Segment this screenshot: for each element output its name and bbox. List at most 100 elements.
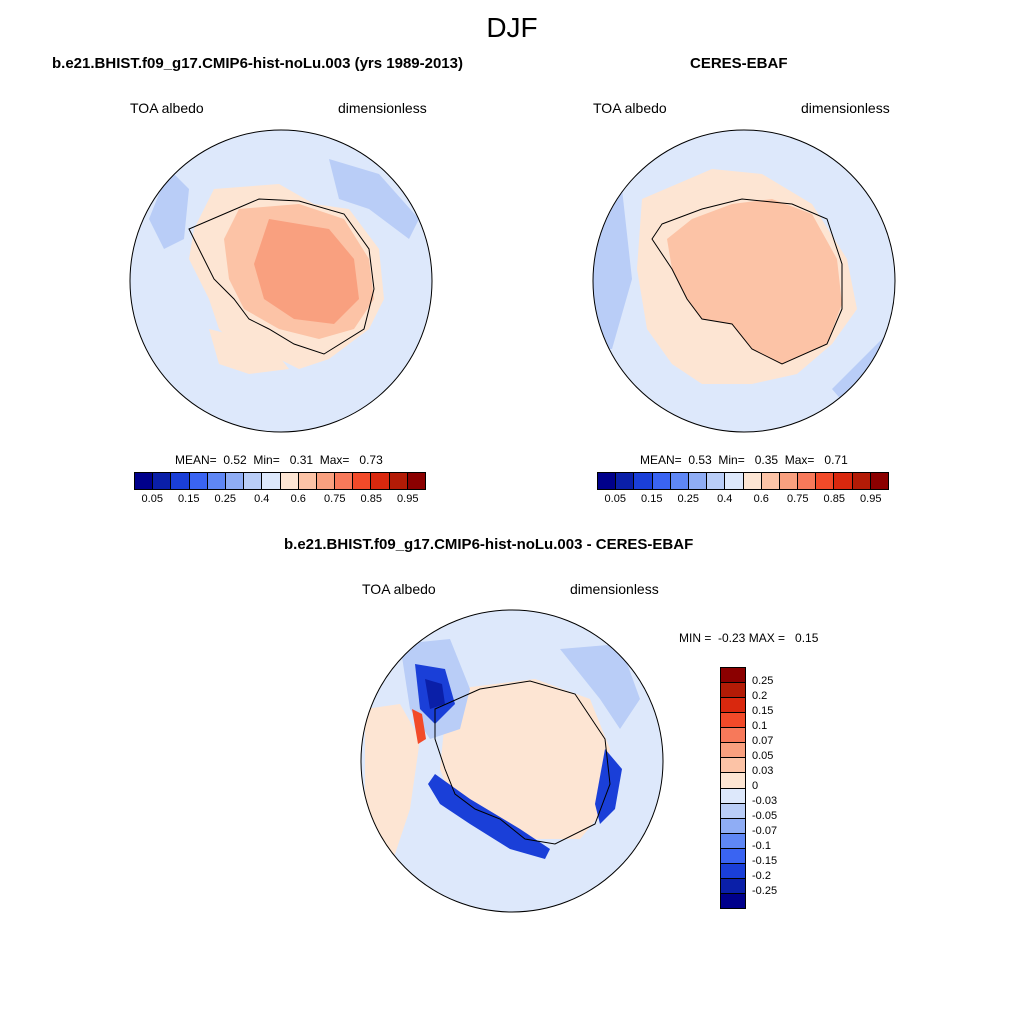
obs-colorbar-box	[598, 473, 617, 489]
sea-ice-region	[149, 169, 189, 249]
diff-colorbar-box	[721, 773, 745, 789]
model-colorbar-box	[225, 473, 245, 489]
obs-colorbar-tick-label: 0.6	[753, 493, 769, 505]
obs-polar-map	[592, 129, 896, 433]
ice-sheet-inner	[667, 199, 842, 364]
obs-colorbar-tick-label: 0.75	[787, 493, 809, 505]
model-colorbar-tick-label: 0.15	[178, 493, 200, 505]
negative-anomaly	[425, 679, 445, 709]
obs-colorbar-box	[834, 473, 853, 489]
obs-variable-label: TOA albedo	[593, 100, 667, 116]
model-colorbar-box	[371, 473, 390, 489]
model-colorbar-box	[135, 473, 154, 489]
diff-variable-label: TOA albedo	[362, 581, 436, 597]
model-colorbar-box	[262, 473, 281, 489]
positive-anomaly	[365, 704, 420, 869]
model-colorbar-box	[353, 473, 372, 489]
model-colorbar-tick-label: 0.75	[324, 493, 346, 505]
obs-colorbar-box	[816, 473, 835, 489]
diff-colorbar-labels: 0.25 0.2 0.15 0.1 0.07 0.05 0.03 0 -0.03 -0.05 -0.…	[752, 667, 812, 909]
ice-sheet-outer	[209, 329, 289, 374]
obs-colorbar-box	[743, 473, 762, 489]
obs-panel-title: CERES-EBAF	[690, 55, 788, 72]
model-colorbar-tick-label: 0.95	[397, 493, 419, 505]
positive-anomaly	[412, 709, 426, 744]
map-border	[129, 129, 433, 433]
model-colorbar-ticks: 0.05 0.15 0.25 0.4 0.6 0.75 0.85 0.95	[134, 493, 426, 507]
diff-polar-map	[360, 609, 664, 913]
diff-colorbar-box	[721, 728, 745, 744]
negative-anomaly	[560, 644, 640, 729]
model-colorbar-box	[407, 473, 425, 489]
diff-colorbar-label: 0.15	[752, 705, 774, 717]
diff-colorbar-box	[721, 878, 745, 894]
diff-colorbar-label: 0.07	[752, 735, 774, 747]
obs-colorbar-box	[798, 473, 817, 489]
diff-colorbar-label: 0.03	[752, 765, 774, 777]
figure-title: DJF	[486, 12, 538, 43]
model-variable-label: TOA albedo	[130, 100, 204, 116]
obs-colorbar-box	[725, 473, 744, 489]
model-colorbar-tick-label: 0.4	[254, 493, 270, 505]
diff-colorbar-label: -0.1	[752, 840, 771, 852]
diff-units-label: dimensionless	[570, 581, 659, 597]
diff-colorbar-label: -0.05	[752, 810, 778, 822]
obs-colorbar-ticks: 0.05 0.15 0.25 0.4 0.6 0.75 0.85 0.95	[597, 493, 889, 507]
coastline	[188, 198, 375, 355]
diff-colorbar-label: -0.03	[752, 795, 778, 807]
model-colorbar-tick-label: 0.6	[290, 493, 306, 505]
diff-colorbar-label: -0.2	[752, 870, 771, 882]
coastline	[434, 680, 611, 845]
obs-colorbar-box	[634, 473, 653, 489]
diff-colorbar-box	[721, 848, 745, 864]
diff-colorbar-label: 0.05	[752, 750, 774, 762]
model-colorbar-box	[280, 473, 299, 489]
obs-colorbar-tick-label: 0.25	[677, 493, 699, 505]
diff-colorbar	[720, 667, 746, 909]
map-border	[360, 609, 664, 913]
obs-colorbar-box	[761, 473, 780, 489]
obs-colorbar-box	[779, 473, 799, 489]
diff-colorbar-box	[721, 818, 745, 834]
model-colorbar-tick-label: 0.05	[141, 493, 163, 505]
obs-colorbar-tick-label: 0.15	[641, 493, 663, 505]
obs-stats: MEAN= 0.53 Min= 0.35 Max= 0.71	[640, 453, 848, 467]
model-units-label: dimensionless	[338, 100, 427, 116]
model-colorbar-box	[189, 473, 208, 489]
obs-colorbar-box	[616, 473, 635, 489]
diff-colorbar-box	[721, 833, 745, 849]
obs-colorbar-tick-label: 0.05	[604, 493, 626, 505]
diff-colorbar-box	[721, 683, 745, 699]
model-colorbar-box	[153, 473, 172, 489]
diff-colorbar-box	[721, 758, 745, 774]
model-colorbar-box	[244, 473, 263, 489]
model-stats: MEAN= 0.52 Min= 0.31 Max= 0.73	[175, 453, 383, 467]
diff-colorbar-box	[721, 743, 745, 759]
positive-anomaly	[440, 679, 610, 839]
model-polar-map	[129, 129, 433, 433]
diff-colorbar-label: -0.07	[752, 825, 778, 837]
obs-colorbar-box	[652, 473, 671, 489]
obs-colorbar-tick-label: 0.4	[717, 493, 733, 505]
diff-colorbar-box	[721, 863, 745, 879]
obs-units-label: dimensionless	[801, 100, 890, 116]
negative-anomaly	[428, 774, 550, 859]
sea-ice-region	[329, 159, 419, 239]
diff-colorbar-box	[721, 788, 745, 804]
diff-colorbar-box	[721, 893, 745, 908]
model-colorbar-tick-label: 0.85	[360, 493, 382, 505]
diff-colorbar-box	[721, 698, 745, 714]
obs-colorbar-box	[707, 473, 726, 489]
model-colorbar-box	[171, 473, 190, 489]
diff-colorbar-box	[721, 803, 745, 819]
diff-colorbar-label: 0.25	[752, 675, 774, 687]
diff-panel-title: b.e21.BHIST.f09_g17.CMIP6-hist-noLu.003 …	[284, 536, 694, 553]
obs-colorbar-tick-label: 0.85	[823, 493, 845, 505]
model-colorbar-box	[389, 473, 408, 489]
diff-colorbar-label: -0.15	[752, 855, 778, 867]
coastline	[651, 198, 843, 365]
model-panel-title: b.e21.BHIST.f09_g17.CMIP6-hist-noLu.003 …	[52, 55, 463, 72]
obs-colorbar-tick-label: 0.95	[860, 493, 882, 505]
obs-colorbar	[597, 472, 889, 490]
obs-colorbar-box	[852, 473, 871, 489]
